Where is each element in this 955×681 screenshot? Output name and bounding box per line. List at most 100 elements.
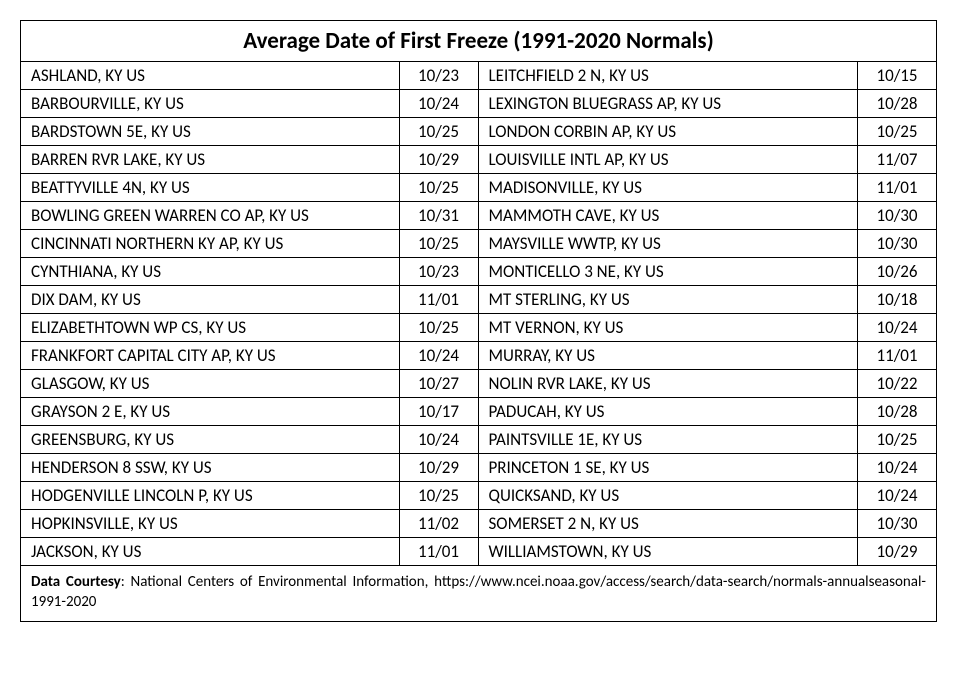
station-cell: LEXINGTON BLUEGRASS AP, KY US: [479, 90, 859, 117]
footer-text: : National Centers of Environmental Info…: [31, 573, 926, 611]
date-cell: 10/27: [400, 370, 479, 397]
table-row: HOPKINSVILLE, KY US11/02: [21, 510, 479, 538]
date-cell: 10/26: [858, 258, 936, 285]
station-cell: QUICKSAND, KY US: [479, 482, 859, 509]
date-cell: 11/02: [400, 510, 479, 537]
date-cell: 10/23: [400, 62, 479, 89]
date-cell: 10/30: [858, 230, 936, 257]
table-row: PAINTSVILLE 1E, KY US10/25: [479, 426, 937, 454]
table-row: MT STERLING, KY US10/18: [479, 286, 937, 314]
station-cell: MADISONVILLE, KY US: [479, 174, 859, 201]
table-row: BARREN RVR LAKE, KY US10/29: [21, 146, 479, 174]
table-row: JACKSON, KY US11/01: [21, 538, 479, 566]
table-row: ELIZABETHTOWN WP CS, KY US10/25: [21, 314, 479, 342]
station-cell: ASHLAND, KY US: [21, 62, 400, 89]
station-cell: MAMMOTH CAVE, KY US: [479, 202, 859, 229]
table-row: FRANKFORT CAPITAL CITY AP, KY US10/24: [21, 342, 479, 370]
date-cell: 10/25: [858, 118, 936, 145]
station-cell: CINCINNATI NORTHERN KY AP, KY US: [21, 230, 400, 257]
station-cell: PADUCAH, KY US: [479, 398, 859, 425]
table-row: MT VERNON, KY US10/24: [479, 314, 937, 342]
table-row: HENDERSON 8 SSW, KY US10/29: [21, 454, 479, 482]
date-cell: 10/29: [400, 146, 479, 173]
date-cell: 10/25: [858, 426, 936, 453]
date-cell: 10/29: [858, 538, 936, 565]
table-row: MONTICELLO 3 NE, KY US10/26: [479, 258, 937, 286]
date-cell: 10/28: [858, 90, 936, 117]
station-cell: GRAYSON 2 E, KY US: [21, 398, 400, 425]
date-cell: 11/01: [858, 342, 936, 369]
left-column: ASHLAND, KY US10/23BARBOURVILLE, KY US10…: [21, 62, 479, 566]
table-row: WILLIAMSTOWN, KY US10/29: [479, 538, 937, 566]
date-cell: 10/24: [858, 314, 936, 341]
date-cell: 10/25: [400, 314, 479, 341]
date-cell: 11/01: [400, 286, 479, 313]
table-row: BOWLING GREEN WARREN CO AP, KY US10/31: [21, 202, 479, 230]
table-row: CINCINNATI NORTHERN KY AP, KY US10/25: [21, 230, 479, 258]
date-cell: 10/24: [858, 482, 936, 509]
station-cell: GLASGOW, KY US: [21, 370, 400, 397]
station-cell: HOPKINSVILLE, KY US: [21, 510, 400, 537]
table-row: MAYSVILLE WWTP, KY US10/30: [479, 230, 937, 258]
station-cell: PAINTSVILLE 1E, KY US: [479, 426, 859, 453]
station-cell: MT STERLING, KY US: [479, 286, 859, 313]
table-row: GRAYSON 2 E, KY US10/17: [21, 398, 479, 426]
station-cell: NOLIN RVR LAKE, KY US: [479, 370, 859, 397]
station-cell: ELIZABETHTOWN WP CS, KY US: [21, 314, 400, 341]
date-cell: 10/23: [400, 258, 479, 285]
table-row: MAMMOTH CAVE, KY US10/30: [479, 202, 937, 230]
station-cell: MURRAY, KY US: [479, 342, 859, 369]
station-cell: CYNTHIANA, KY US: [21, 258, 400, 285]
footer-label: Data Courtesy: [31, 573, 121, 591]
date-cell: 10/25: [400, 482, 479, 509]
date-cell: 11/01: [400, 538, 479, 565]
table-row: BARBOURVILLE, KY US10/24: [21, 90, 479, 118]
table-row: LONDON CORBIN AP, KY US10/25: [479, 118, 937, 146]
date-cell: 10/15: [858, 62, 936, 89]
station-cell: BARREN RVR LAKE, KY US: [21, 146, 400, 173]
date-cell: 10/24: [400, 342, 479, 369]
date-cell: 11/07: [858, 146, 936, 173]
station-cell: SOMERSET 2 N, KY US: [479, 510, 859, 537]
station-cell: MAYSVILLE WWTP, KY US: [479, 230, 859, 257]
station-cell: GREENSBURG, KY US: [21, 426, 400, 453]
station-cell: LEITCHFIELD 2 N, KY US: [479, 62, 859, 89]
station-cell: WILLIAMSTOWN, KY US: [479, 538, 859, 565]
data-courtesy-footer: Data Courtesy: National Centers of Envir…: [21, 566, 936, 621]
date-cell: 10/28: [858, 398, 936, 425]
date-cell: 10/30: [858, 202, 936, 229]
table-row: LEITCHFIELD 2 N, KY US10/15: [479, 62, 937, 90]
table-row: ASHLAND, KY US10/23: [21, 62, 479, 90]
date-cell: 10/25: [400, 230, 479, 257]
table-body: ASHLAND, KY US10/23BARBOURVILLE, KY US10…: [21, 62, 936, 566]
station-cell: BARDSTOWN 5E, KY US: [21, 118, 400, 145]
table-row: LEXINGTON BLUEGRASS AP, KY US10/28: [479, 90, 937, 118]
table-row: HODGENVILLE LINCOLN P, KY US10/25: [21, 482, 479, 510]
date-cell: 11/01: [858, 174, 936, 201]
table-row: GREENSBURG, KY US10/24: [21, 426, 479, 454]
date-cell: 10/22: [858, 370, 936, 397]
station-cell: JACKSON, KY US: [21, 538, 400, 565]
table-row: BEATTYVILLE 4N, KY US10/25: [21, 174, 479, 202]
date-cell: 10/25: [400, 118, 479, 145]
station-cell: MT VERNON, KY US: [479, 314, 859, 341]
date-cell: 10/25: [400, 174, 479, 201]
table-row: DIX DAM, KY US11/01: [21, 286, 479, 314]
station-cell: LOUISVILLE INTL AP, KY US: [479, 146, 859, 173]
table-row: CYNTHIANA, KY US10/23: [21, 258, 479, 286]
station-cell: BEATTYVILLE 4N, KY US: [21, 174, 400, 201]
table-row: LOUISVILLE INTL AP, KY US11/07: [479, 146, 937, 174]
station-cell: MONTICELLO 3 NE, KY US: [479, 258, 859, 285]
table-row: MURRAY, KY US11/01: [479, 342, 937, 370]
date-cell: 10/24: [400, 90, 479, 117]
date-cell: 10/24: [858, 454, 936, 481]
station-cell: FRANKFORT CAPITAL CITY AP, KY US: [21, 342, 400, 369]
date-cell: 10/17: [400, 398, 479, 425]
table-row: QUICKSAND, KY US10/24: [479, 482, 937, 510]
table-row: MADISONVILLE, KY US11/01: [479, 174, 937, 202]
table-row: NOLIN RVR LAKE, KY US10/22: [479, 370, 937, 398]
station-cell: BOWLING GREEN WARREN CO AP, KY US: [21, 202, 400, 229]
date-cell: 10/30: [858, 510, 936, 537]
station-cell: LONDON CORBIN AP, KY US: [479, 118, 859, 145]
station-cell: HODGENVILLE LINCOLN P, KY US: [21, 482, 400, 509]
